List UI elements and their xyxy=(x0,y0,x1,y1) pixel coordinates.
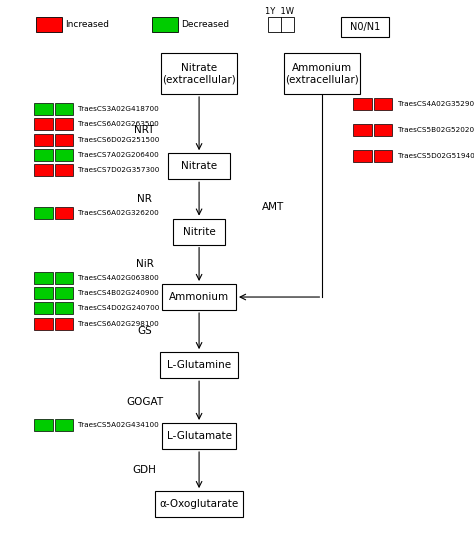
Text: AMT: AMT xyxy=(263,202,284,212)
Bar xyxy=(55,287,73,299)
Bar xyxy=(55,318,73,330)
Bar xyxy=(341,17,389,37)
Bar xyxy=(55,272,73,284)
Bar xyxy=(173,219,225,245)
Text: NiR: NiR xyxy=(136,259,154,269)
Bar xyxy=(55,302,73,314)
Text: TraesCS6A02G326200: TraesCS6A02G326200 xyxy=(78,209,159,216)
Bar xyxy=(55,134,73,146)
Text: 1Y  1W: 1Y 1W xyxy=(265,7,294,16)
Text: TraesCS4D02G240700: TraesCS4D02G240700 xyxy=(78,305,160,312)
Bar xyxy=(34,134,53,146)
Bar xyxy=(353,124,372,136)
Bar xyxy=(161,53,237,94)
Bar xyxy=(162,284,236,310)
Text: Ammonium
(extracellular): Ammonium (extracellular) xyxy=(285,63,359,84)
Bar xyxy=(36,17,62,32)
Bar xyxy=(374,98,392,110)
Text: NRT: NRT xyxy=(135,125,155,135)
Text: L-Glutamate: L-Glutamate xyxy=(166,431,232,441)
Bar xyxy=(268,17,294,32)
Bar xyxy=(55,419,73,431)
Text: Increased: Increased xyxy=(65,20,109,29)
Text: TraesCS3A02G418700: TraesCS3A02G418700 xyxy=(78,106,159,112)
Text: TraesCS5A02G434100: TraesCS5A02G434100 xyxy=(78,422,159,428)
Text: Ammonium: Ammonium xyxy=(169,292,229,302)
Text: GS: GS xyxy=(137,326,152,336)
Text: Nitrate
(extracellular): Nitrate (extracellular) xyxy=(162,63,236,84)
Text: L-Glutamine: L-Glutamine xyxy=(167,360,231,370)
Bar xyxy=(34,164,53,176)
Bar xyxy=(152,17,178,32)
Bar xyxy=(155,491,243,517)
Text: Nitrate: Nitrate xyxy=(181,161,217,171)
Bar xyxy=(34,318,53,330)
Text: α-Oxoglutarate: α-Oxoglutarate xyxy=(159,499,239,509)
Bar xyxy=(162,423,236,449)
Bar xyxy=(34,207,53,219)
Text: GOGAT: GOGAT xyxy=(126,397,163,407)
Bar xyxy=(34,419,53,431)
Text: TraesCS7A02G206400: TraesCS7A02G206400 xyxy=(78,152,159,158)
Bar xyxy=(284,53,360,94)
Text: TraesCS4A02G352900: TraesCS4A02G352900 xyxy=(398,100,474,107)
Text: TraesCS6A02G263500: TraesCS6A02G263500 xyxy=(78,121,159,128)
Text: N0/N1: N0/N1 xyxy=(350,22,380,32)
Text: NR: NR xyxy=(137,194,152,204)
Bar xyxy=(34,103,53,115)
Bar xyxy=(34,287,53,299)
Bar xyxy=(34,118,53,130)
Text: Decreased: Decreased xyxy=(182,20,230,29)
Bar xyxy=(353,150,372,162)
Text: GDH: GDH xyxy=(133,465,156,475)
Bar xyxy=(55,118,73,130)
Bar xyxy=(168,153,230,179)
Text: TraesCS5D02G519400: TraesCS5D02G519400 xyxy=(398,153,474,159)
Bar xyxy=(34,149,53,161)
Bar xyxy=(34,272,53,284)
Bar xyxy=(55,164,73,176)
Bar xyxy=(55,149,73,161)
Bar xyxy=(374,150,392,162)
Text: TraesCS4A02G063800: TraesCS4A02G063800 xyxy=(78,275,159,281)
Bar xyxy=(55,103,73,115)
Text: TraesCS4B02G240900: TraesCS4B02G240900 xyxy=(78,290,159,296)
Text: Nitrite: Nitrite xyxy=(182,227,216,237)
Text: TraesCS6D02G251500: TraesCS6D02G251500 xyxy=(78,136,160,143)
Bar xyxy=(353,98,372,110)
Bar xyxy=(55,207,73,219)
Text: TraesCS6A02G298100: TraesCS6A02G298100 xyxy=(78,320,159,327)
Text: TraesCS5B02G520200: TraesCS5B02G520200 xyxy=(398,126,474,133)
Bar xyxy=(160,352,238,378)
Bar xyxy=(34,302,53,314)
Bar xyxy=(374,124,392,136)
Text: TraesCS7D02G357300: TraesCS7D02G357300 xyxy=(78,167,160,173)
